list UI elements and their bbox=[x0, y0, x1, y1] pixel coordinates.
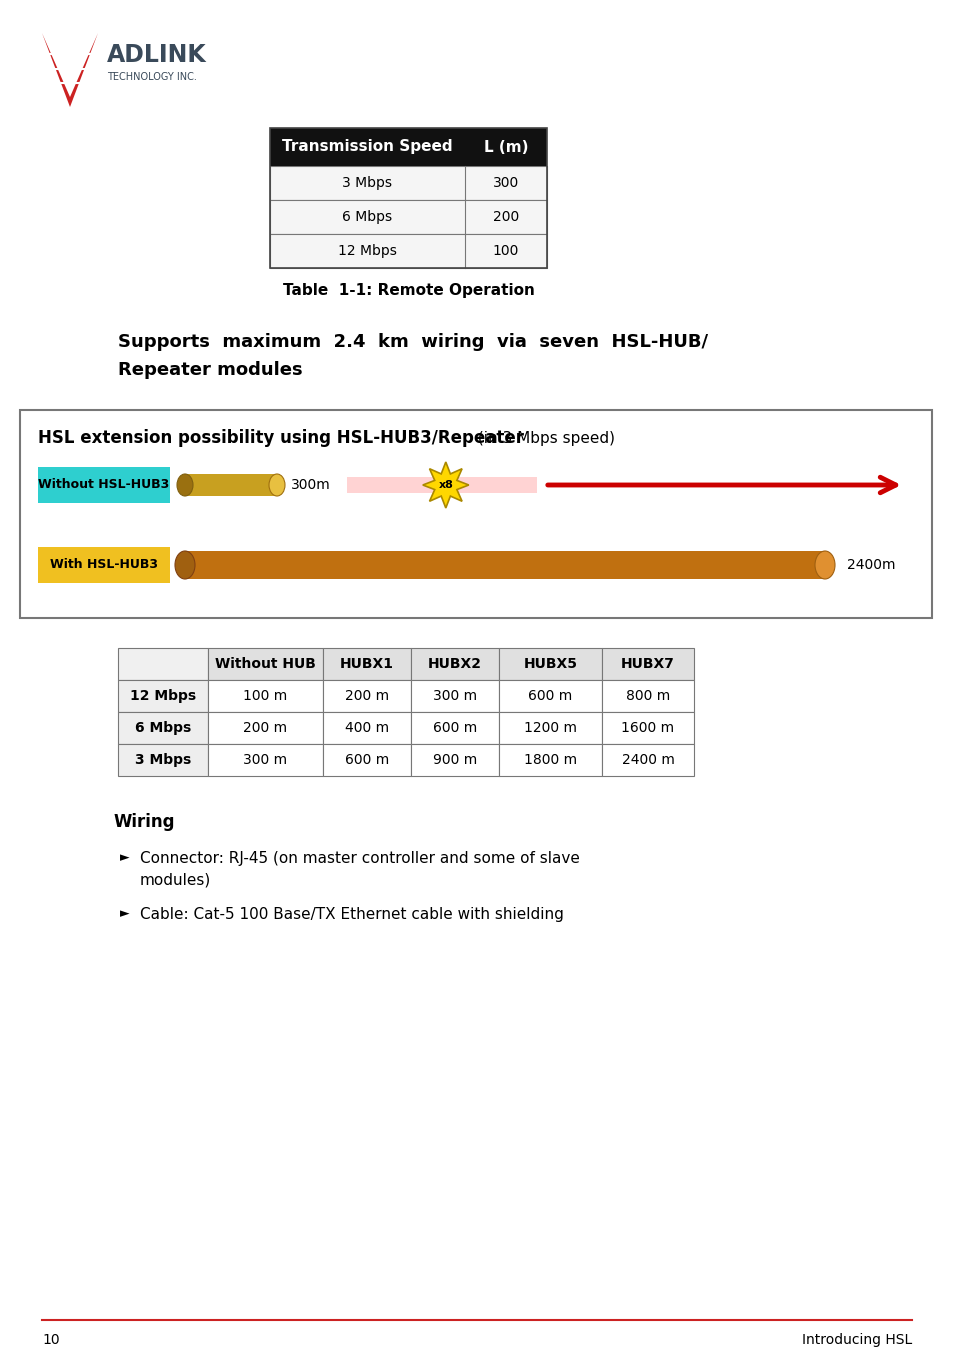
Text: 600 m: 600 m bbox=[528, 690, 572, 703]
Bar bbox=[270, 166, 546, 200]
Text: 1200 m: 1200 m bbox=[523, 721, 577, 735]
Text: HUBX2: HUBX2 bbox=[428, 657, 481, 671]
Text: ►: ► bbox=[120, 852, 130, 864]
Bar bbox=[20, 410, 931, 618]
Bar bbox=[498, 680, 601, 713]
Text: 3 Mbps: 3 Mbps bbox=[134, 753, 191, 767]
Text: 200: 200 bbox=[493, 210, 518, 224]
Bar bbox=[185, 475, 276, 496]
Text: ADLINK: ADLINK bbox=[107, 43, 207, 68]
Bar bbox=[411, 648, 498, 680]
Bar bbox=[208, 744, 323, 776]
Bar bbox=[411, 744, 498, 776]
Text: 6 Mbps: 6 Mbps bbox=[134, 721, 191, 735]
Bar bbox=[601, 744, 693, 776]
Ellipse shape bbox=[177, 475, 193, 496]
Text: 6 Mbps: 6 Mbps bbox=[342, 210, 392, 224]
Text: Supports  maximum  2.4  km  wiring  via  seven  HSL-HUB/: Supports maximum 2.4 km wiring via seven… bbox=[118, 333, 707, 352]
Text: Connector: RJ-45 (on master controller and some of slave: Connector: RJ-45 (on master controller a… bbox=[140, 850, 579, 865]
Text: 300m: 300m bbox=[291, 479, 331, 492]
Text: modules): modules) bbox=[140, 872, 211, 887]
Bar bbox=[270, 200, 546, 234]
Polygon shape bbox=[42, 32, 98, 107]
Text: Without HUB: Without HUB bbox=[214, 657, 315, 671]
Bar bbox=[118, 680, 208, 713]
Bar bbox=[323, 648, 411, 680]
Text: 2400m: 2400m bbox=[846, 558, 895, 572]
Text: Without HSL-HUB3: Without HSL-HUB3 bbox=[38, 479, 170, 492]
Text: 300: 300 bbox=[493, 176, 518, 191]
Text: x8: x8 bbox=[437, 480, 453, 489]
Polygon shape bbox=[422, 462, 468, 508]
Bar bbox=[118, 648, 208, 680]
Bar bbox=[498, 648, 601, 680]
Text: HUBX1: HUBX1 bbox=[339, 657, 394, 671]
Bar bbox=[323, 713, 411, 744]
Bar bbox=[323, 680, 411, 713]
Bar bbox=[498, 744, 601, 776]
Text: HSL extension possibility using HSL-HUB3/Repeater: HSL extension possibility using HSL-HUB3… bbox=[38, 429, 523, 448]
Text: 900 m: 900 m bbox=[433, 753, 476, 767]
Bar bbox=[601, 680, 693, 713]
Text: Transmission Speed: Transmission Speed bbox=[282, 139, 453, 154]
Text: With HSL-HUB3: With HSL-HUB3 bbox=[50, 558, 158, 572]
Ellipse shape bbox=[174, 552, 194, 579]
Bar bbox=[498, 713, 601, 744]
Text: 12 Mbps: 12 Mbps bbox=[130, 690, 196, 703]
Bar bbox=[411, 713, 498, 744]
Text: 1600 m: 1600 m bbox=[620, 721, 674, 735]
Bar bbox=[270, 128, 546, 166]
Bar bbox=[411, 680, 498, 713]
Text: Introducing HSL: Introducing HSL bbox=[801, 1333, 911, 1347]
Text: 300 m: 300 m bbox=[243, 753, 287, 767]
Text: 800 m: 800 m bbox=[625, 690, 669, 703]
Bar bbox=[208, 680, 323, 713]
Text: 100 m: 100 m bbox=[243, 690, 287, 703]
Text: ►: ► bbox=[120, 907, 130, 921]
Text: 2400 m: 2400 m bbox=[621, 753, 674, 767]
Text: HUBX5: HUBX5 bbox=[523, 657, 577, 671]
Text: 12 Mbps: 12 Mbps bbox=[337, 243, 396, 258]
Ellipse shape bbox=[814, 552, 834, 579]
Text: 200 m: 200 m bbox=[243, 721, 287, 735]
Text: Repeater modules: Repeater modules bbox=[118, 361, 302, 379]
Text: 400 m: 400 m bbox=[345, 721, 389, 735]
Text: 600 m: 600 m bbox=[433, 721, 476, 735]
Text: Wiring: Wiring bbox=[113, 813, 175, 831]
Text: L (m): L (m) bbox=[483, 139, 528, 154]
Bar bbox=[118, 713, 208, 744]
Text: TECHNOLOGY INC.: TECHNOLOGY INC. bbox=[107, 72, 196, 82]
Bar bbox=[601, 648, 693, 680]
Text: 200 m: 200 m bbox=[345, 690, 389, 703]
Bar bbox=[208, 648, 323, 680]
Text: HUBX7: HUBX7 bbox=[620, 657, 674, 671]
Bar bbox=[185, 552, 824, 579]
Text: Cable: Cat-5 100 Base/TX Ethernet cable with shielding: Cable: Cat-5 100 Base/TX Ethernet cable … bbox=[140, 906, 563, 922]
Text: 1800 m: 1800 m bbox=[523, 753, 577, 767]
Text: 300 m: 300 m bbox=[433, 690, 476, 703]
Text: 600 m: 600 m bbox=[345, 753, 389, 767]
Text: 10: 10 bbox=[42, 1333, 60, 1347]
Bar bbox=[38, 466, 170, 503]
Text: Table  1-1: Remote Operation: Table 1-1: Remote Operation bbox=[282, 283, 534, 297]
Bar bbox=[208, 713, 323, 744]
Bar bbox=[347, 477, 537, 493]
Bar bbox=[118, 744, 208, 776]
Text: 3 Mbps: 3 Mbps bbox=[342, 176, 392, 191]
Bar bbox=[270, 234, 546, 268]
Bar bbox=[38, 548, 170, 583]
Text: (in 3 Mbps speed): (in 3 Mbps speed) bbox=[473, 430, 615, 446]
Bar bbox=[323, 744, 411, 776]
Ellipse shape bbox=[269, 475, 285, 496]
Text: 100: 100 bbox=[493, 243, 518, 258]
Bar bbox=[601, 713, 693, 744]
Bar bbox=[270, 128, 546, 268]
